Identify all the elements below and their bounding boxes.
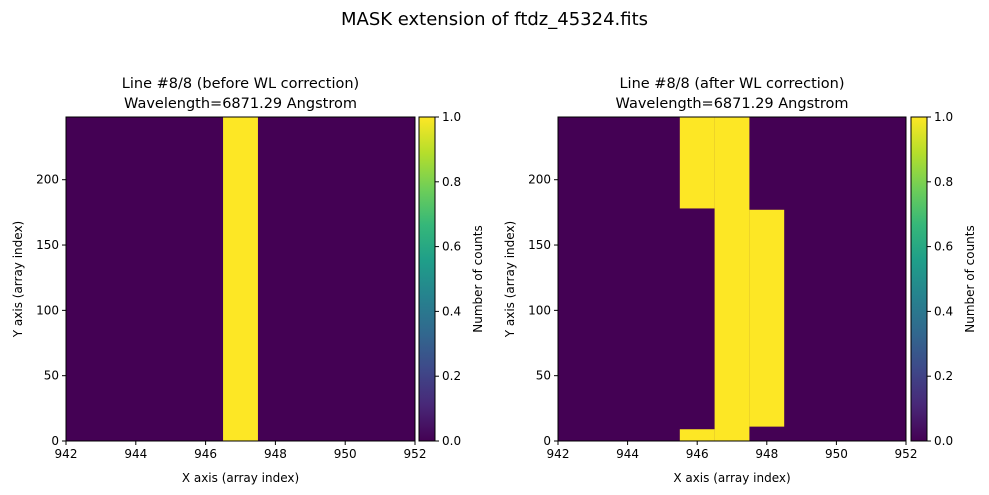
colorbar	[911, 117, 927, 441]
x-tick-label: 942	[55, 447, 78, 461]
colorbar-tick-label: 1.0	[934, 110, 953, 124]
y-tick-label: 0	[51, 434, 59, 448]
x-tick-label: 944	[616, 447, 639, 461]
colorbar-tick-label: 0.0	[442, 434, 461, 448]
colorbar-tick-label: 0.8	[442, 175, 461, 189]
panel-before: Line #8/8 (before WL correction) Waveleng…	[11, 76, 485, 485]
panel-title: Line #8/8 (before WL correction)	[122, 76, 359, 92]
x-tick-label: 944	[124, 447, 147, 461]
colorbar-label: Number of counts	[963, 225, 977, 333]
colorbar-tick-label: 0.6	[934, 240, 953, 254]
colorbar-tick-label: 0.6	[442, 240, 461, 254]
x-tick-label: 948	[755, 447, 778, 461]
y-tick-label: 100	[36, 303, 59, 317]
colorbar-tick-label: 0.4	[934, 304, 953, 318]
colorbar-tick-label: 0.0	[934, 434, 953, 448]
colorbar	[419, 117, 435, 441]
x-tick-label: 952	[895, 447, 918, 461]
x-axis-label: X axis (array index)	[182, 471, 299, 485]
x-tick-label: 952	[404, 447, 427, 461]
x-axis-label: X axis (array index)	[673, 471, 790, 485]
colorbar-tick-label: 0.4	[442, 304, 461, 318]
y-tick-label: 100	[528, 303, 551, 317]
panel-subtitle: Wavelength=6871.29 Angstrom	[616, 96, 849, 112]
x-tick-label: 948	[264, 447, 287, 461]
colorbar-tick-label: 0.2	[934, 369, 953, 383]
figure-suptitle: MASK extension of ftdz_45324.fits	[341, 9, 648, 30]
colorbar-frame	[910, 116, 928, 442]
colorbar-tick-label: 0.2	[442, 369, 461, 383]
axes-frame	[557, 116, 907, 442]
y-tick-label: 200	[528, 173, 551, 187]
x-tick-label: 942	[547, 447, 570, 461]
x-tick-label: 946	[686, 447, 709, 461]
mask-cell	[223, 117, 258, 441]
mask-cell	[679, 117, 715, 209]
panel-subtitle: Wavelength=6871.29 Angstrom	[124, 96, 357, 112]
mask-cell	[679, 429, 715, 441]
y-axis-label: Y axis (array index)	[503, 221, 517, 338]
colorbar-label: Number of counts	[471, 225, 485, 333]
x-tick-label: 950	[334, 447, 357, 461]
x-tick-label: 950	[825, 447, 848, 461]
colorbar-tick-label: 1.0	[442, 110, 461, 124]
y-tick-label: 200	[36, 173, 59, 187]
y-tick-label: 50	[44, 369, 59, 383]
mask-cell	[749, 209, 785, 427]
y-tick-label: 0	[543, 434, 551, 448]
y-tick-label: 50	[536, 369, 551, 383]
panel-title: Line #8/8 (after WL correction)	[619, 76, 844, 92]
colorbar-frame	[418, 116, 436, 442]
y-axis-label: Y axis (array index)	[11, 221, 25, 338]
y-tick-label: 150	[528, 238, 551, 252]
colorbar-tick-label: 0.8	[934, 175, 953, 189]
axes-frame	[65, 116, 416, 442]
panel-after: Line #8/8 (after WL correction) Wavelengt…	[503, 76, 977, 485]
y-tick-label: 150	[36, 238, 59, 252]
x-tick-label: 946	[194, 447, 217, 461]
mask-cell	[714, 117, 750, 441]
